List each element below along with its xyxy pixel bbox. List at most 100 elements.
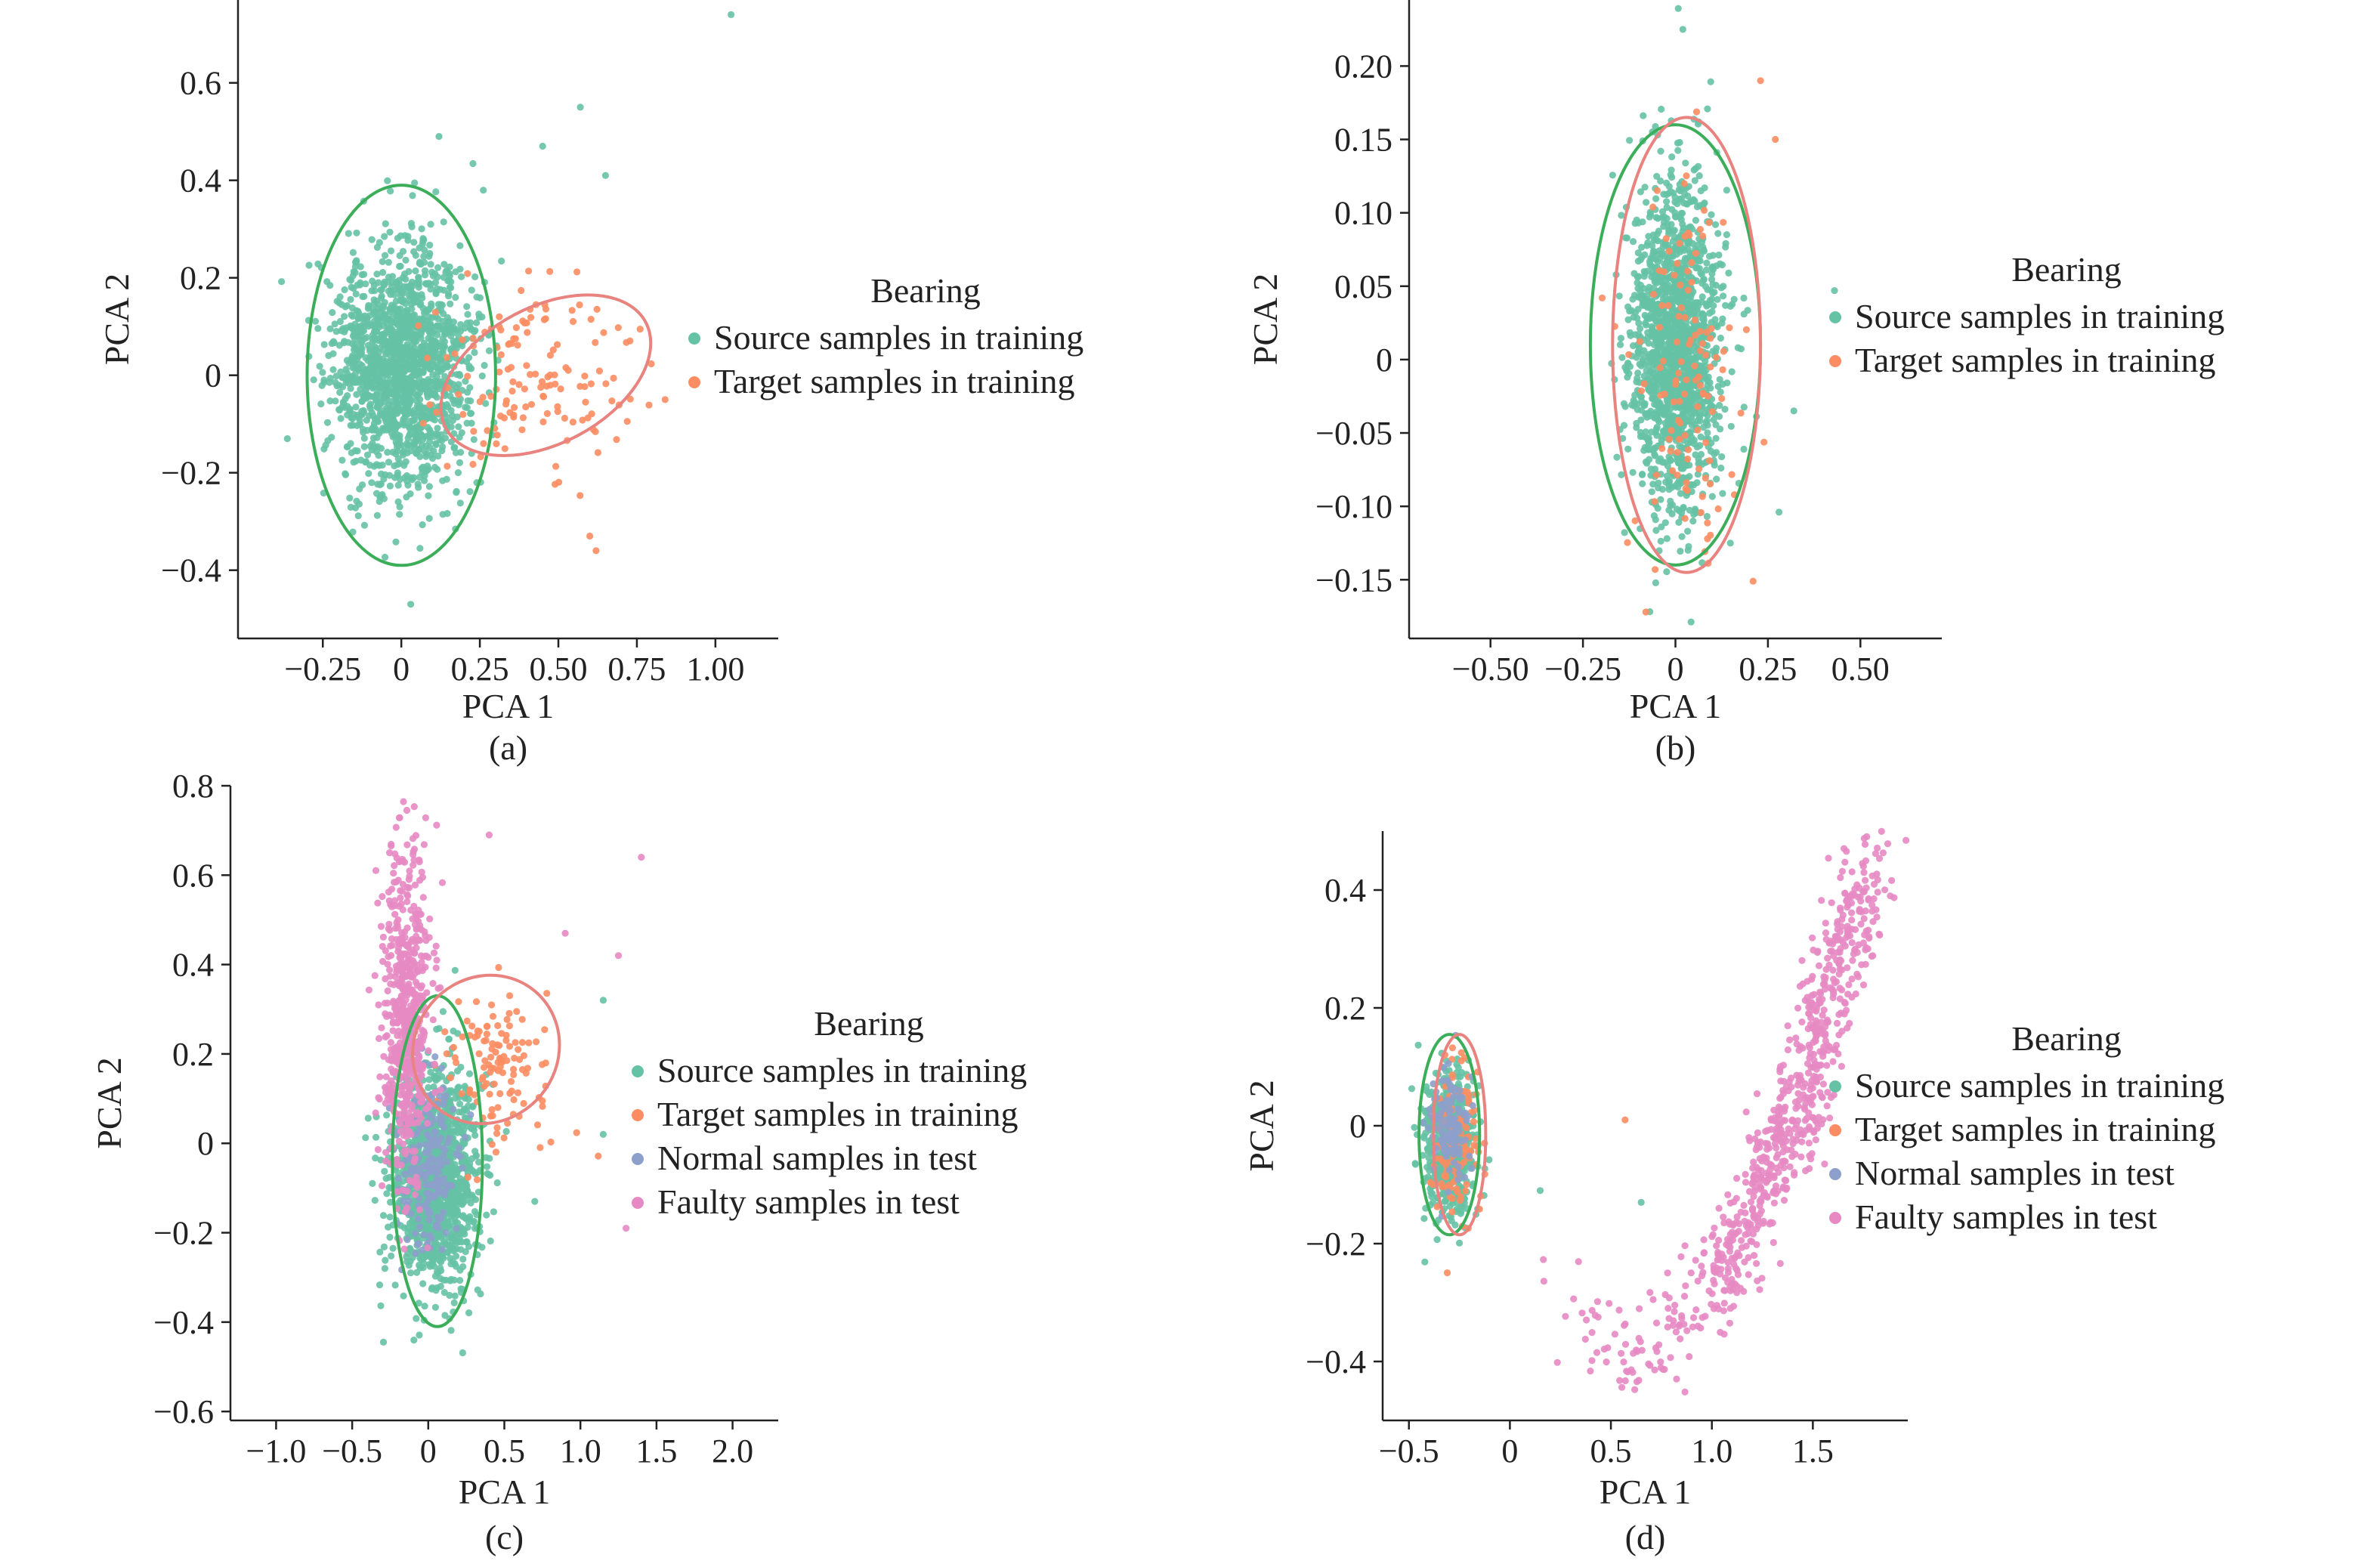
point-series-0 [352,341,360,348]
point-series-0 [410,239,418,246]
point-series-0 [1674,139,1682,147]
point-series-0 [398,407,406,415]
point-series-0 [371,287,379,295]
point-series-0 [466,319,474,326]
point-series-0 [1627,332,1634,339]
point-series-0 [1697,411,1705,419]
point-series-0 [420,252,428,260]
point-series-0 [350,459,357,466]
legend-marker [1829,311,1841,323]
y-tick-label: −0.2 [161,455,221,492]
point-series-1 [470,428,478,435]
point-series-1 [426,401,434,409]
x-tick-label: 0 [1668,651,1684,688]
point-series-0 [1831,287,1838,295]
point-series-0 [1717,388,1724,396]
point-series-0 [421,1303,428,1310]
point-series-0 [353,229,360,236]
point-series-1 [539,392,547,400]
point-series-0 [437,306,445,314]
point-series-0 [388,301,396,309]
point-series-0 [326,397,334,405]
point-series-0 [446,272,453,280]
point-series-0 [391,474,399,481]
y-tick-label: 0 [1376,342,1392,379]
point-series-0 [1664,377,1671,385]
point-series-0 [368,446,376,454]
point-series-0 [346,406,354,414]
point-series-0 [419,240,426,248]
point-series-0 [376,481,384,489]
point-series-0 [368,479,376,487]
point-series-1 [1704,519,1711,527]
point-series-0 [1652,195,1660,202]
point-series-0 [439,443,447,451]
point-series-0 [319,369,326,376]
point-series-0 [1682,159,1689,167]
point-series-0 [323,278,331,286]
point-series-1 [507,363,515,371]
point-series-0 [1700,276,1708,283]
point-series-0 [400,416,407,423]
point-series-0 [1641,184,1649,191]
legend-title: Bearing [2011,250,2122,289]
point-series-1 [502,400,510,408]
point-series-1 [1681,431,1689,439]
point-series-1 [1674,369,1683,377]
point-series-1 [1680,390,1688,398]
point-series-0 [310,376,317,384]
point-series-0 [1671,212,1679,220]
point-series-0 [375,452,382,459]
point-series-1 [1624,539,1631,546]
point-series-1 [487,1053,495,1061]
point-series-1 [1683,487,1691,494]
point-series-1 [479,394,487,401]
point-series-0 [471,273,479,280]
point-series-0 [425,492,432,499]
point-series-0 [463,404,471,412]
point-series-0 [363,383,370,391]
point-series-0 [360,443,368,450]
point-series-1 [636,326,644,333]
point-series-0 [1740,311,1748,318]
point-series-1 [1720,348,1727,355]
point-series-0 [434,453,442,460]
y-tick-label: 0.4 [180,162,221,199]
point-series-0 [444,510,451,518]
x-axis-label: PCA 1 [462,687,554,725]
point-series-0 [1674,480,1682,487]
point-series-0 [1710,301,1717,310]
point-series-0 [1675,427,1683,434]
point-series-0 [452,1263,460,1270]
point-series-0 [407,447,415,455]
point-series-1 [613,436,620,444]
point-series-1 [464,270,471,277]
point-series-1 [520,1099,527,1108]
point-series-0 [407,601,415,608]
point-series-1 [519,1066,527,1074]
point-series-0 [1703,512,1711,521]
point-series-0 [434,364,441,372]
point-series-0 [369,440,376,447]
point-series-0 [432,430,440,438]
point-series-0 [382,252,389,259]
point-series-1 [1696,226,1704,233]
point-series-0 [338,456,346,464]
point-series-0 [452,294,459,301]
point-series-1 [497,351,505,359]
point-series-1 [431,308,440,316]
point-series-0 [426,249,434,258]
point-series-0 [345,230,352,237]
point-series-1 [595,367,604,375]
point-series-0 [601,172,610,179]
point-series-1 [576,382,584,390]
point-series-1 [594,449,602,456]
point-series-1 [1697,508,1705,517]
point-series-0 [1625,369,1633,377]
point-series-0 [379,1212,388,1219]
point-series-0 [463,419,471,427]
point-series-0 [339,374,347,382]
point-series-0 [341,286,348,294]
point-series-0 [386,482,394,490]
point-series-0 [419,463,427,471]
